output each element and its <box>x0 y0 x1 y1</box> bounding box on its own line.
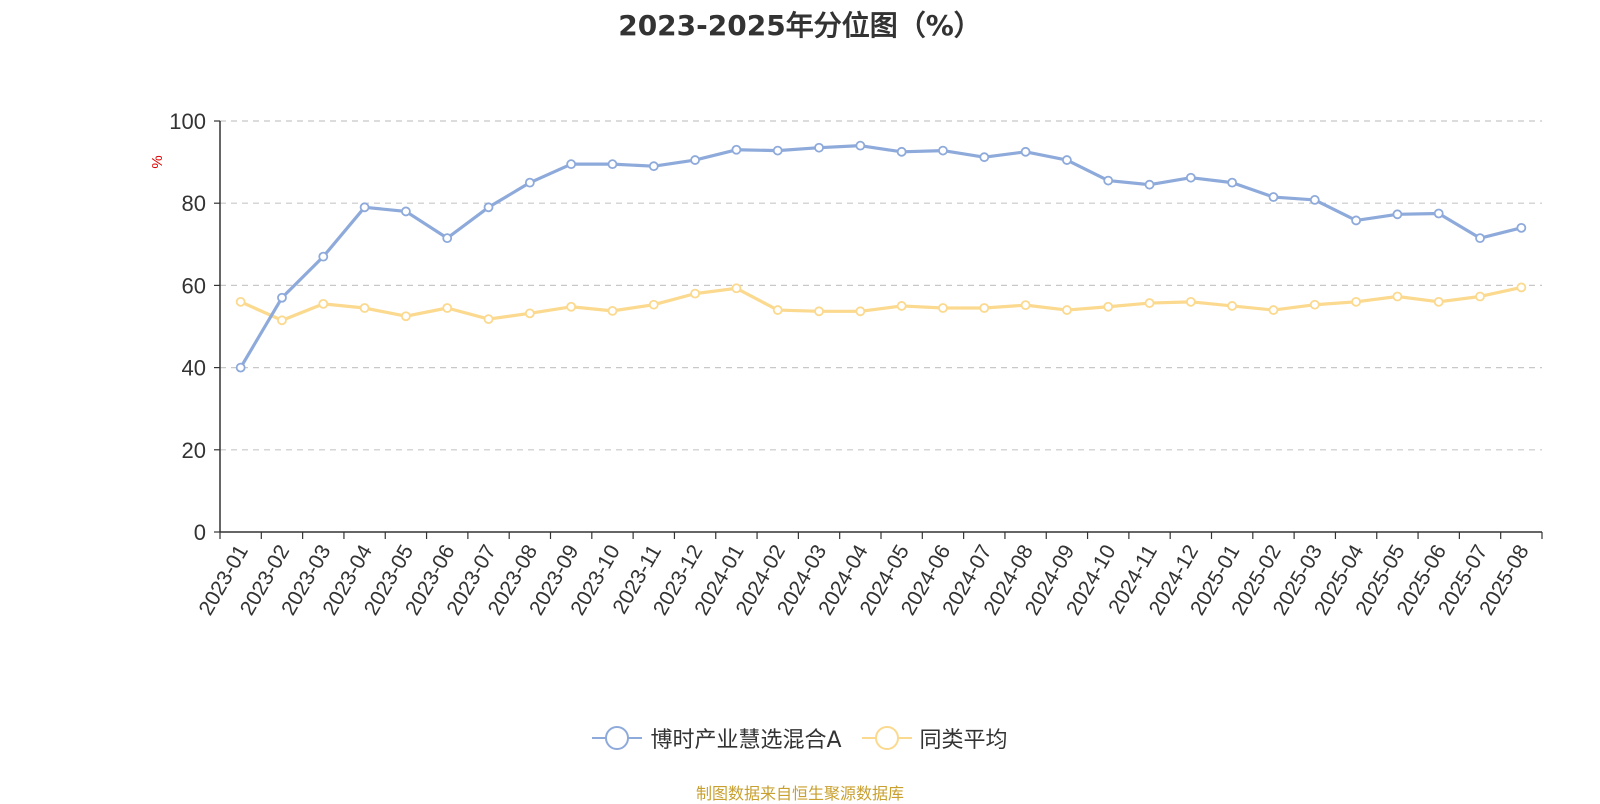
tick-labels: 020406080100%2023-012023-022023-032023-0… <box>149 109 1534 619</box>
data-point <box>938 303 948 313</box>
legend-label-fund: 博时产业慧选混合A <box>650 728 842 753</box>
data-point <box>359 303 370 313</box>
series-line <box>239 144 1522 369</box>
data-point <box>1185 172 1196 183</box>
data-point <box>1020 146 1031 157</box>
data-point <box>401 206 411 217</box>
data-point <box>1227 301 1238 311</box>
data-point <box>648 161 659 172</box>
data-point <box>772 305 783 315</box>
data-point <box>814 306 824 317</box>
data-point <box>1351 296 1361 307</box>
data-point <box>1392 209 1403 220</box>
data-point <box>1475 233 1485 244</box>
data-point <box>318 298 329 309</box>
legend-item-fund[interactable]: 博时产业慧选混合A <box>592 722 842 754</box>
chart-title: 2023-2025年分位图（%） <box>618 9 982 42</box>
y-tick-label: 60 <box>182 273 206 298</box>
data-point <box>1020 300 1031 311</box>
data-point <box>690 288 700 299</box>
data-point <box>1103 175 1114 186</box>
series-line <box>240 285 1522 322</box>
data-point <box>979 303 990 313</box>
data-point <box>731 283 742 294</box>
data-point <box>896 301 907 311</box>
legend: 博时产业慧选混合A 同类平均 <box>0 722 1600 754</box>
y-tick-label: 0 <box>194 520 206 545</box>
source-note: 制图数据来自恒生聚源数据库 <box>695 784 904 803</box>
data-point <box>979 152 990 163</box>
data-point <box>524 308 535 319</box>
series-lines <box>235 140 1527 373</box>
data-point <box>318 251 329 262</box>
data-point <box>1351 215 1361 226</box>
data-point <box>1309 195 1320 205</box>
data-point <box>566 159 577 170</box>
data-point <box>277 315 287 326</box>
grid-lines <box>220 120 1542 451</box>
data-point <box>1433 208 1444 219</box>
data-point <box>1185 296 1196 307</box>
data-point <box>359 202 370 213</box>
data-point <box>607 159 618 170</box>
data-point <box>566 301 577 312</box>
data-point <box>524 177 535 188</box>
legend-item-average[interactable]: 同类平均 <box>861 722 1008 754</box>
data-point <box>483 314 494 325</box>
data-point <box>772 145 783 156</box>
data-point <box>1516 282 1527 293</box>
data-point <box>401 311 411 322</box>
data-point <box>607 305 618 316</box>
data-point <box>442 233 453 244</box>
data-point <box>1309 299 1320 310</box>
data-point <box>814 142 824 153</box>
data-point <box>855 140 866 151</box>
data-point <box>1392 291 1403 302</box>
data-point <box>442 303 453 313</box>
data-point <box>235 296 246 307</box>
data-point <box>1227 177 1238 188</box>
data-point <box>277 292 287 303</box>
legend-label-average: 同类平均 <box>919 728 1008 753</box>
y-tick-label: 100 <box>169 109 206 134</box>
legend-marker-fund <box>592 726 643 750</box>
y-tick-label: 40 <box>182 356 206 381</box>
data-point <box>1475 291 1485 302</box>
data-point <box>483 202 494 213</box>
data-point <box>731 144 742 155</box>
y-tick-label: 80 <box>182 191 206 216</box>
data-point <box>1433 296 1444 307</box>
data-point <box>648 299 659 310</box>
data-point <box>855 306 866 317</box>
data-point <box>1268 192 1279 202</box>
legend-marker-average <box>861 726 912 750</box>
data-point <box>938 145 948 156</box>
data-point <box>1268 305 1279 315</box>
axes <box>214 120 1543 539</box>
data-point <box>1144 179 1155 190</box>
y-axis-label: % <box>149 155 166 168</box>
data-point <box>690 155 700 165</box>
data-point <box>1144 298 1155 308</box>
data-point <box>896 146 907 157</box>
y-tick-label: 20 <box>182 438 206 463</box>
data-point <box>1062 155 1072 165</box>
data-point <box>1516 222 1527 233</box>
data-point <box>1062 305 1072 315</box>
data-point <box>1103 301 1114 312</box>
data-point <box>235 362 246 373</box>
